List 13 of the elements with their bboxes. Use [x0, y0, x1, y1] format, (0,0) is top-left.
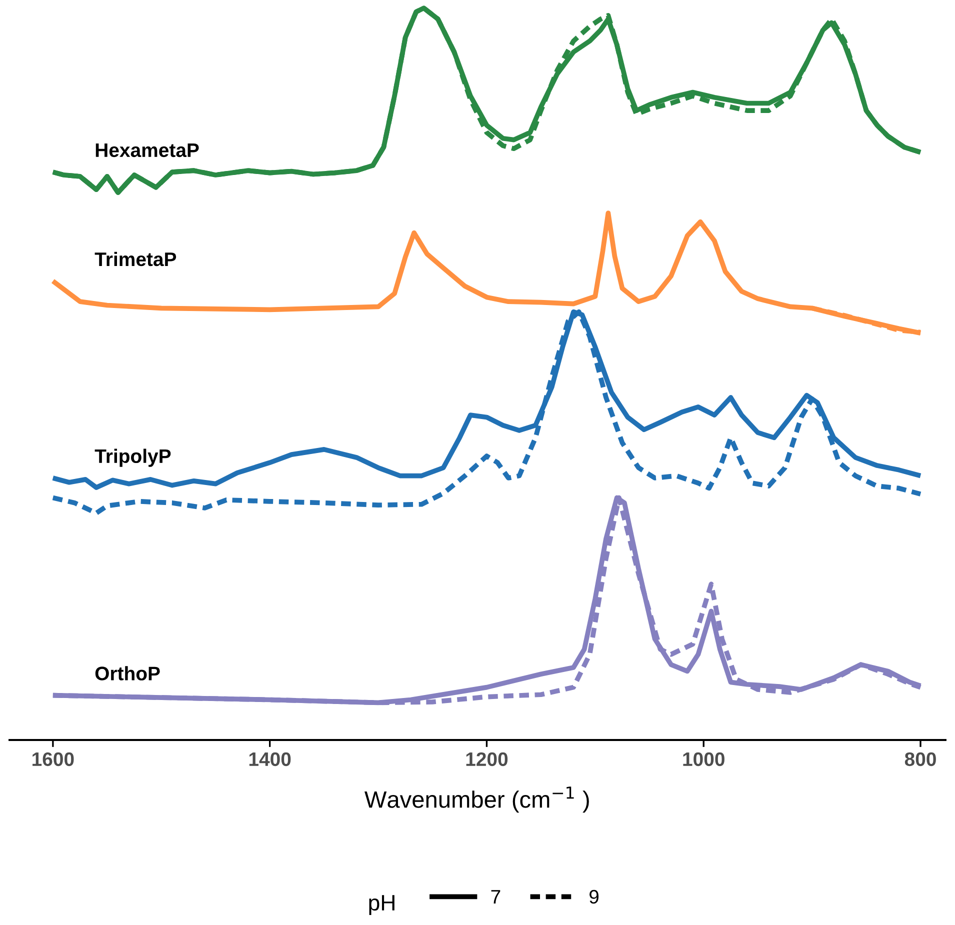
- x-tick-label: 1400: [249, 752, 291, 766]
- text: 9: [590, 890, 599, 904]
- x-tick-label: 1600: [32, 752, 74, 766]
- series-label: TripolyP: [94, 448, 171, 467]
- series-label: OrthoP: [95, 666, 160, 680]
- x-axis-title: Wavenumber (cm$^{−1}$ ): [364, 786, 589, 813]
- x-tick-label: 800: [904, 752, 936, 766]
- legend-title: pH: [369, 895, 394, 916]
- series-label: HexametaP: [96, 144, 199, 158]
- series-label: TrimetaP: [94, 252, 176, 266]
- x-tick-label: 1200: [466, 752, 508, 766]
- x-tick-label: 1000: [683, 752, 724, 766]
- text: 7: [491, 890, 500, 904]
